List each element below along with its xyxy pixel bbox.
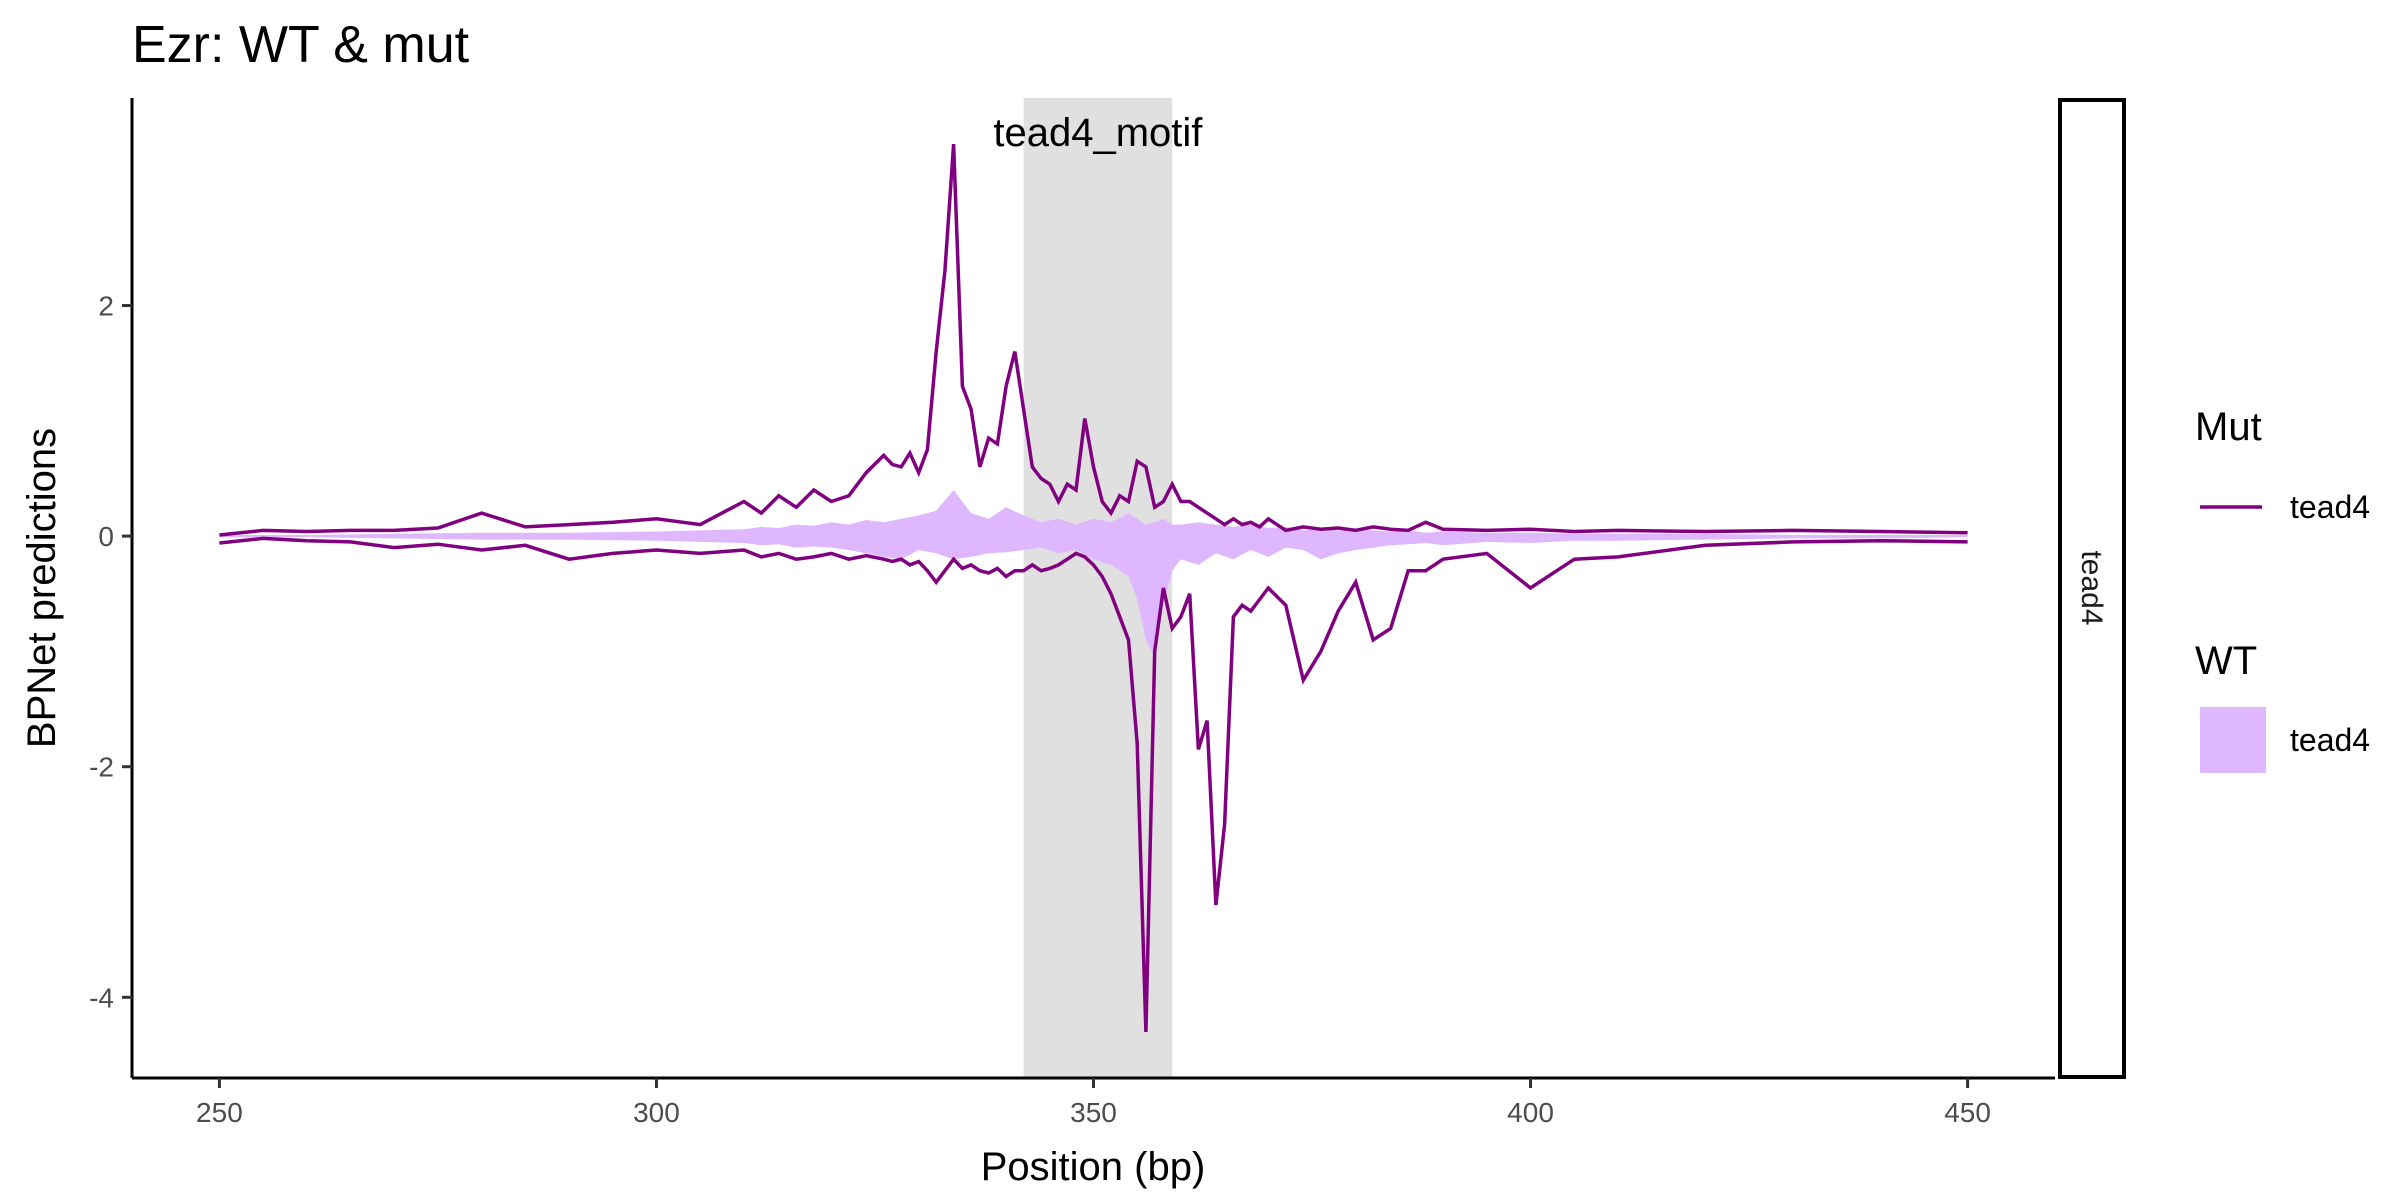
- plot-area: tead4_motif: [219, 98, 1968, 1078]
- legend-mut-title: Mut: [2195, 405, 2262, 449]
- legend-mut-label: tead4: [2290, 489, 2370, 525]
- legend-wt-key: [2200, 707, 2266, 773]
- facet-strip: tead4: [2058, 98, 2126, 1079]
- x-axis-title: Position (bp): [981, 1145, 1206, 1189]
- y-ticks: -4 -2 0 2: [89, 291, 132, 1013]
- y-tick-label: -2: [89, 752, 114, 783]
- wt-area: [219, 490, 1968, 658]
- facet-strip-box: [2058, 98, 2126, 1079]
- motif-annotation-label: tead4_motif: [993, 111, 1203, 155]
- x-tick-label: 450: [1944, 1097, 1991, 1128]
- mut-line-lower: [219, 536, 1968, 1032]
- x-tick-label: 400: [1507, 1097, 1554, 1128]
- y-axis-title: BPNet predictions: [20, 428, 64, 748]
- mut-line-upper: [219, 143, 1968, 537]
- x-tick-label: 250: [196, 1097, 243, 1128]
- y-tick-label: -4: [89, 982, 114, 1013]
- chart-title: Ezr: WT & mut: [132, 16, 470, 74]
- x-ticks: 250 300 350 400 450: [196, 1078, 1991, 1128]
- legend-wt-label: tead4: [2290, 722, 2370, 758]
- legend-wt-title: WT: [2195, 639, 2257, 683]
- facet-strip-label: tead4: [2075, 550, 2108, 625]
- x-tick-label: 350: [1070, 1097, 1117, 1128]
- legend: Mut tead4 WT tead4: [2195, 405, 2370, 773]
- y-tick-label: 2: [98, 291, 114, 322]
- y-tick-label: 0: [98, 521, 114, 552]
- x-tick-label: 300: [633, 1097, 680, 1128]
